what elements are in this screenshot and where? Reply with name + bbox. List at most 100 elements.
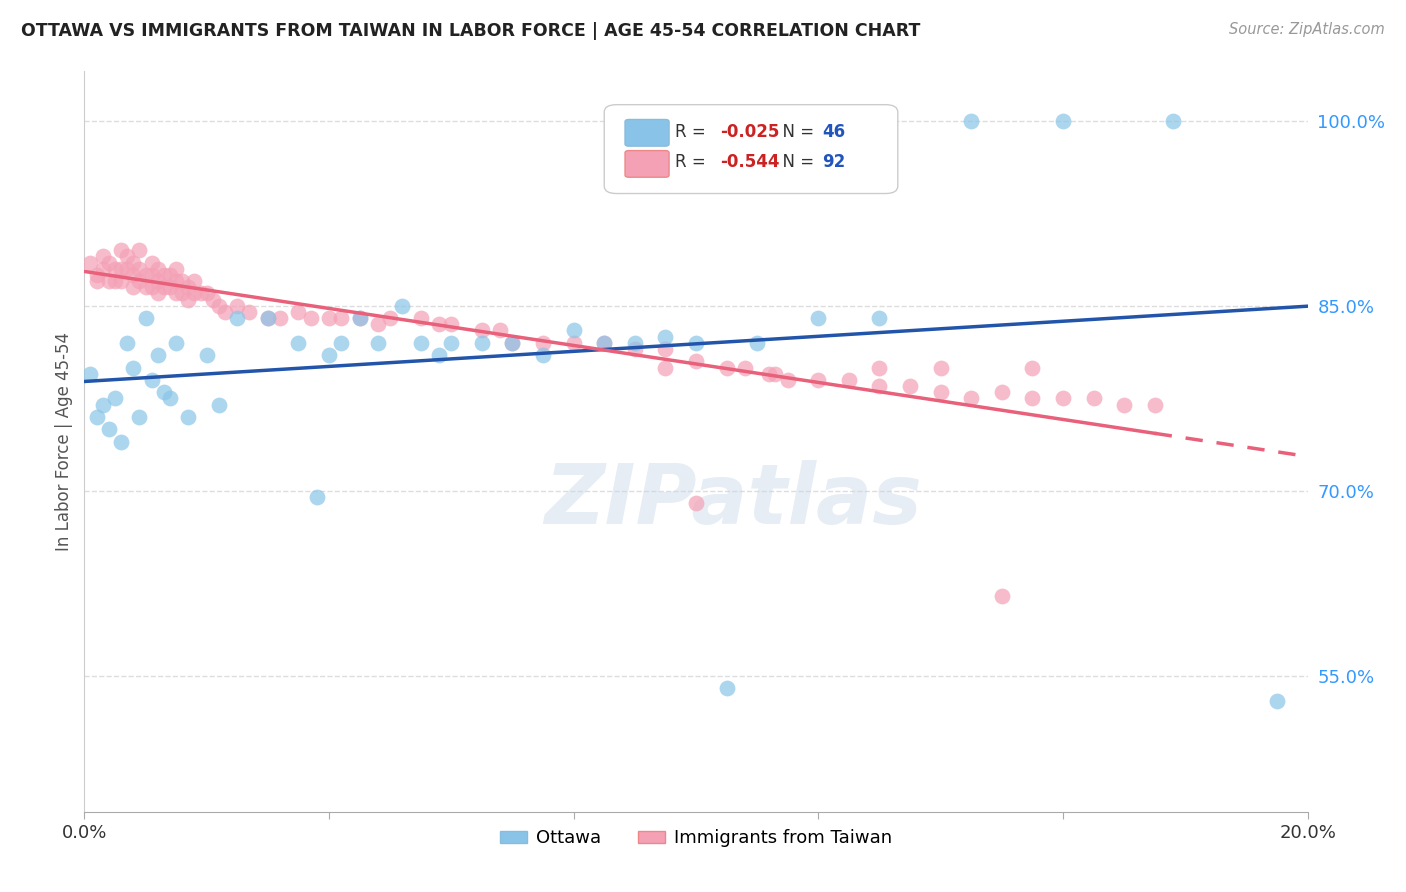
Point bbox=[367, 335, 389, 350]
Point bbox=[758, 367, 780, 381]
Point bbox=[330, 311, 353, 326]
Point bbox=[349, 311, 371, 326]
Point bbox=[1083, 392, 1105, 406]
Point bbox=[104, 392, 127, 406]
Point bbox=[593, 335, 616, 350]
Text: Source: ZipAtlas.com: Source: ZipAtlas.com bbox=[1229, 22, 1385, 37]
Point bbox=[624, 342, 647, 356]
Point bbox=[190, 286, 212, 301]
Point bbox=[122, 268, 145, 282]
Point bbox=[104, 274, 127, 288]
Point bbox=[177, 409, 200, 424]
Point bbox=[115, 261, 138, 276]
Point bbox=[269, 311, 291, 326]
Point bbox=[165, 286, 187, 301]
FancyBboxPatch shape bbox=[605, 104, 898, 194]
Point bbox=[287, 305, 309, 319]
Point bbox=[110, 244, 132, 258]
Point bbox=[141, 373, 163, 387]
Point bbox=[838, 373, 860, 387]
Point bbox=[440, 335, 463, 350]
Point bbox=[562, 324, 585, 338]
Point bbox=[427, 348, 450, 362]
FancyBboxPatch shape bbox=[626, 120, 669, 146]
Point bbox=[153, 280, 176, 294]
Text: ZIPatlas: ZIPatlas bbox=[544, 460, 921, 541]
Point bbox=[146, 348, 169, 362]
Point bbox=[716, 360, 738, 375]
Point bbox=[471, 335, 494, 350]
Point bbox=[165, 274, 187, 288]
Point bbox=[299, 311, 322, 326]
Point bbox=[122, 255, 145, 269]
Point bbox=[115, 250, 138, 264]
Point bbox=[427, 318, 450, 332]
Point bbox=[776, 373, 799, 387]
Point bbox=[807, 311, 830, 326]
Point bbox=[531, 348, 554, 362]
Legend: Ottawa, Immigrants from Taiwan: Ottawa, Immigrants from Taiwan bbox=[494, 822, 898, 855]
Point bbox=[110, 261, 132, 276]
Text: N =: N = bbox=[772, 123, 820, 141]
Point bbox=[86, 274, 108, 288]
Point bbox=[380, 311, 402, 326]
Point bbox=[685, 496, 707, 510]
Point bbox=[734, 360, 756, 375]
Text: -0.025: -0.025 bbox=[720, 123, 780, 141]
Point bbox=[195, 348, 218, 362]
Point bbox=[110, 274, 132, 288]
Point bbox=[141, 268, 163, 282]
Point bbox=[115, 335, 138, 350]
Point bbox=[991, 589, 1014, 603]
Point bbox=[765, 367, 787, 381]
Point bbox=[409, 311, 432, 326]
Point bbox=[86, 409, 108, 424]
Point bbox=[562, 335, 585, 350]
Point bbox=[172, 286, 194, 301]
Point bbox=[747, 335, 769, 350]
Point bbox=[128, 261, 150, 276]
Point bbox=[807, 373, 830, 387]
Point bbox=[624, 335, 647, 350]
Point bbox=[391, 299, 413, 313]
Point bbox=[165, 261, 187, 276]
Point bbox=[330, 335, 353, 350]
Point bbox=[305, 490, 328, 504]
Point bbox=[91, 250, 114, 264]
Text: N =: N = bbox=[772, 153, 820, 171]
Point bbox=[257, 311, 280, 326]
Point bbox=[128, 244, 150, 258]
Point bbox=[257, 311, 280, 326]
Point bbox=[869, 311, 891, 326]
Point bbox=[991, 385, 1014, 400]
Point bbox=[1114, 398, 1136, 412]
Point bbox=[183, 274, 205, 288]
Text: OTTAWA VS IMMIGRANTS FROM TAIWAN IN LABOR FORCE | AGE 45-54 CORRELATION CHART: OTTAWA VS IMMIGRANTS FROM TAIWAN IN LABO… bbox=[21, 22, 921, 40]
Point bbox=[79, 255, 101, 269]
Point bbox=[238, 305, 260, 319]
Point bbox=[502, 335, 524, 350]
Text: R =: R = bbox=[675, 153, 711, 171]
Point bbox=[79, 367, 101, 381]
Point bbox=[141, 280, 163, 294]
Point bbox=[1161, 113, 1184, 128]
Point bbox=[1052, 392, 1074, 406]
Point bbox=[135, 268, 157, 282]
Point bbox=[110, 434, 132, 449]
Point bbox=[141, 255, 163, 269]
Point bbox=[159, 280, 181, 294]
Point bbox=[86, 268, 108, 282]
Point bbox=[654, 360, 676, 375]
Point bbox=[159, 392, 181, 406]
Point bbox=[1021, 360, 1043, 375]
Point bbox=[172, 274, 194, 288]
Point bbox=[146, 286, 169, 301]
Point bbox=[367, 318, 389, 332]
Point bbox=[869, 379, 891, 393]
Point bbox=[654, 342, 676, 356]
Point bbox=[214, 305, 236, 319]
Y-axis label: In Labor Force | Age 45-54: In Labor Force | Age 45-54 bbox=[55, 332, 73, 551]
Point bbox=[153, 385, 176, 400]
Point bbox=[318, 311, 340, 326]
Point bbox=[409, 335, 432, 350]
